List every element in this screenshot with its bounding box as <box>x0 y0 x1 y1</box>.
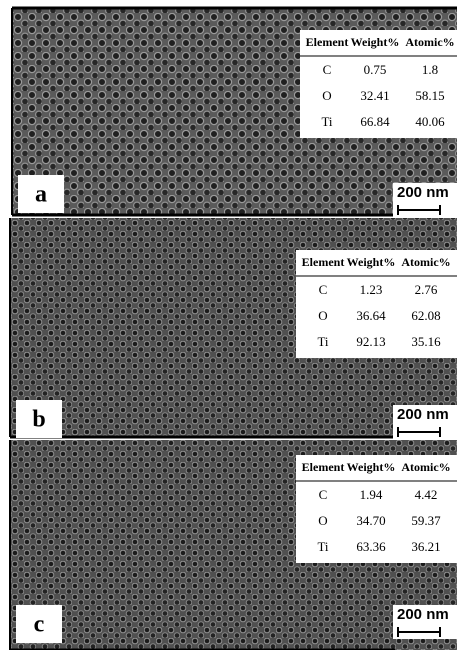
table-bg <box>296 250 457 358</box>
table-header: Element <box>306 35 349 49</box>
scale-label: 200 nm <box>397 406 449 423</box>
table-bg <box>300 30 457 138</box>
label-box <box>18 175 64 213</box>
table-cell: 36.21 <box>411 539 440 554</box>
table-header: Atomic% <box>401 255 450 269</box>
table-cell: 4.42 <box>415 487 438 502</box>
table-cell: O <box>322 88 331 103</box>
table-bg <box>296 455 457 563</box>
table-cell: 35.16 <box>411 334 441 349</box>
table-cell: 66.84 <box>360 114 390 129</box>
table-cell: 2.76 <box>415 282 438 297</box>
scale-box <box>393 183 457 217</box>
scale-label: 200 nm <box>397 606 449 623</box>
table-cell: 59.37 <box>411 513 441 528</box>
table-cell: O <box>318 513 327 528</box>
scale-label: 200 nm <box>397 184 449 201</box>
scale-box <box>393 405 457 439</box>
table-cell: 58.15 <box>415 88 444 103</box>
table-header: Atomic% <box>401 460 450 474</box>
table-cell: 34.70 <box>356 513 385 528</box>
table-cell: Ti <box>317 334 328 349</box>
table-cell: 62.08 <box>411 308 440 323</box>
sem-panel: Element Weight% Atomic% C 1.94 4.42 O 34.70 59.3… <box>9 440 457 650</box>
table-header: Weight% <box>351 35 400 49</box>
table-cell: C <box>319 487 328 502</box>
panel-label: b <box>32 407 45 433</box>
table-cell: 63.36 <box>356 539 386 554</box>
table-header: Weight% <box>347 255 396 269</box>
table-header: Element <box>302 255 345 269</box>
table-cell: 36.64 <box>356 308 386 323</box>
table-cell: Ti <box>321 114 332 129</box>
table-cell: 1.23 <box>360 282 383 297</box>
table-cell: 1.8 <box>422 62 438 77</box>
table-cell: 40.06 <box>415 114 445 129</box>
table-cell: C <box>319 282 328 297</box>
label-box <box>16 605 62 643</box>
table-cell: 0.75 <box>364 62 387 77</box>
sem-panel: Element Weight% Atomic% C 0.75 1.8 O 32.41 58.15… <box>11 6 457 217</box>
table-header: Weight% <box>347 460 396 474</box>
table-cell: Ti <box>317 539 328 554</box>
table-cell: C <box>323 62 332 77</box>
table-cell: 1.94 <box>360 487 383 502</box>
table-cell: O <box>318 308 327 323</box>
panel-label: c <box>34 612 45 638</box>
table-header: Atomic% <box>405 35 454 49</box>
table-cell: 92.13 <box>356 334 385 349</box>
scale-box <box>393 605 457 639</box>
table-cell: 32.41 <box>360 88 389 103</box>
sem-panel: Element Weight% Atomic% C 1.23 2.76 O 36.64 62.0… <box>9 218 457 439</box>
label-box <box>16 400 62 438</box>
table-header: Element <box>302 460 345 474</box>
panel-label: a <box>35 182 47 208</box>
